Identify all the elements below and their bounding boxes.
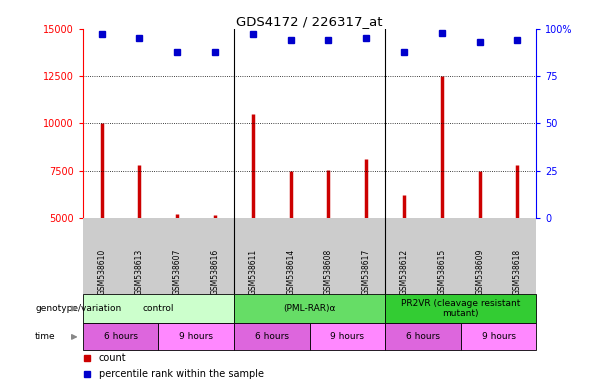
- Bar: [310, 323, 385, 351]
- Text: 6 hours: 6 hours: [255, 333, 289, 341]
- Text: percentile rank within the sample: percentile rank within the sample: [99, 369, 264, 379]
- Bar: [83, 294, 234, 323]
- Text: genotype/variation: genotype/variation: [35, 304, 121, 313]
- Text: 9 hours: 9 hours: [330, 333, 364, 341]
- Text: count: count: [99, 353, 126, 363]
- Title: GDS4172 / 226317_at: GDS4172 / 226317_at: [237, 15, 383, 28]
- Text: control: control: [143, 304, 174, 313]
- Bar: [234, 323, 310, 351]
- Text: (PML-RAR)α: (PML-RAR)α: [283, 304, 336, 313]
- Text: 9 hours: 9 hours: [179, 333, 213, 341]
- Bar: [158, 323, 234, 351]
- Text: PR2VR (cleavage resistant
mutant): PR2VR (cleavage resistant mutant): [401, 299, 520, 318]
- Text: time: time: [35, 333, 56, 341]
- Bar: [385, 323, 461, 351]
- Bar: [461, 323, 536, 351]
- Text: 6 hours: 6 hours: [104, 333, 137, 341]
- Bar: [234, 294, 385, 323]
- Text: 9 hours: 9 hours: [482, 333, 516, 341]
- Bar: [385, 294, 536, 323]
- Text: 6 hours: 6 hours: [406, 333, 440, 341]
- Bar: [83, 323, 158, 351]
